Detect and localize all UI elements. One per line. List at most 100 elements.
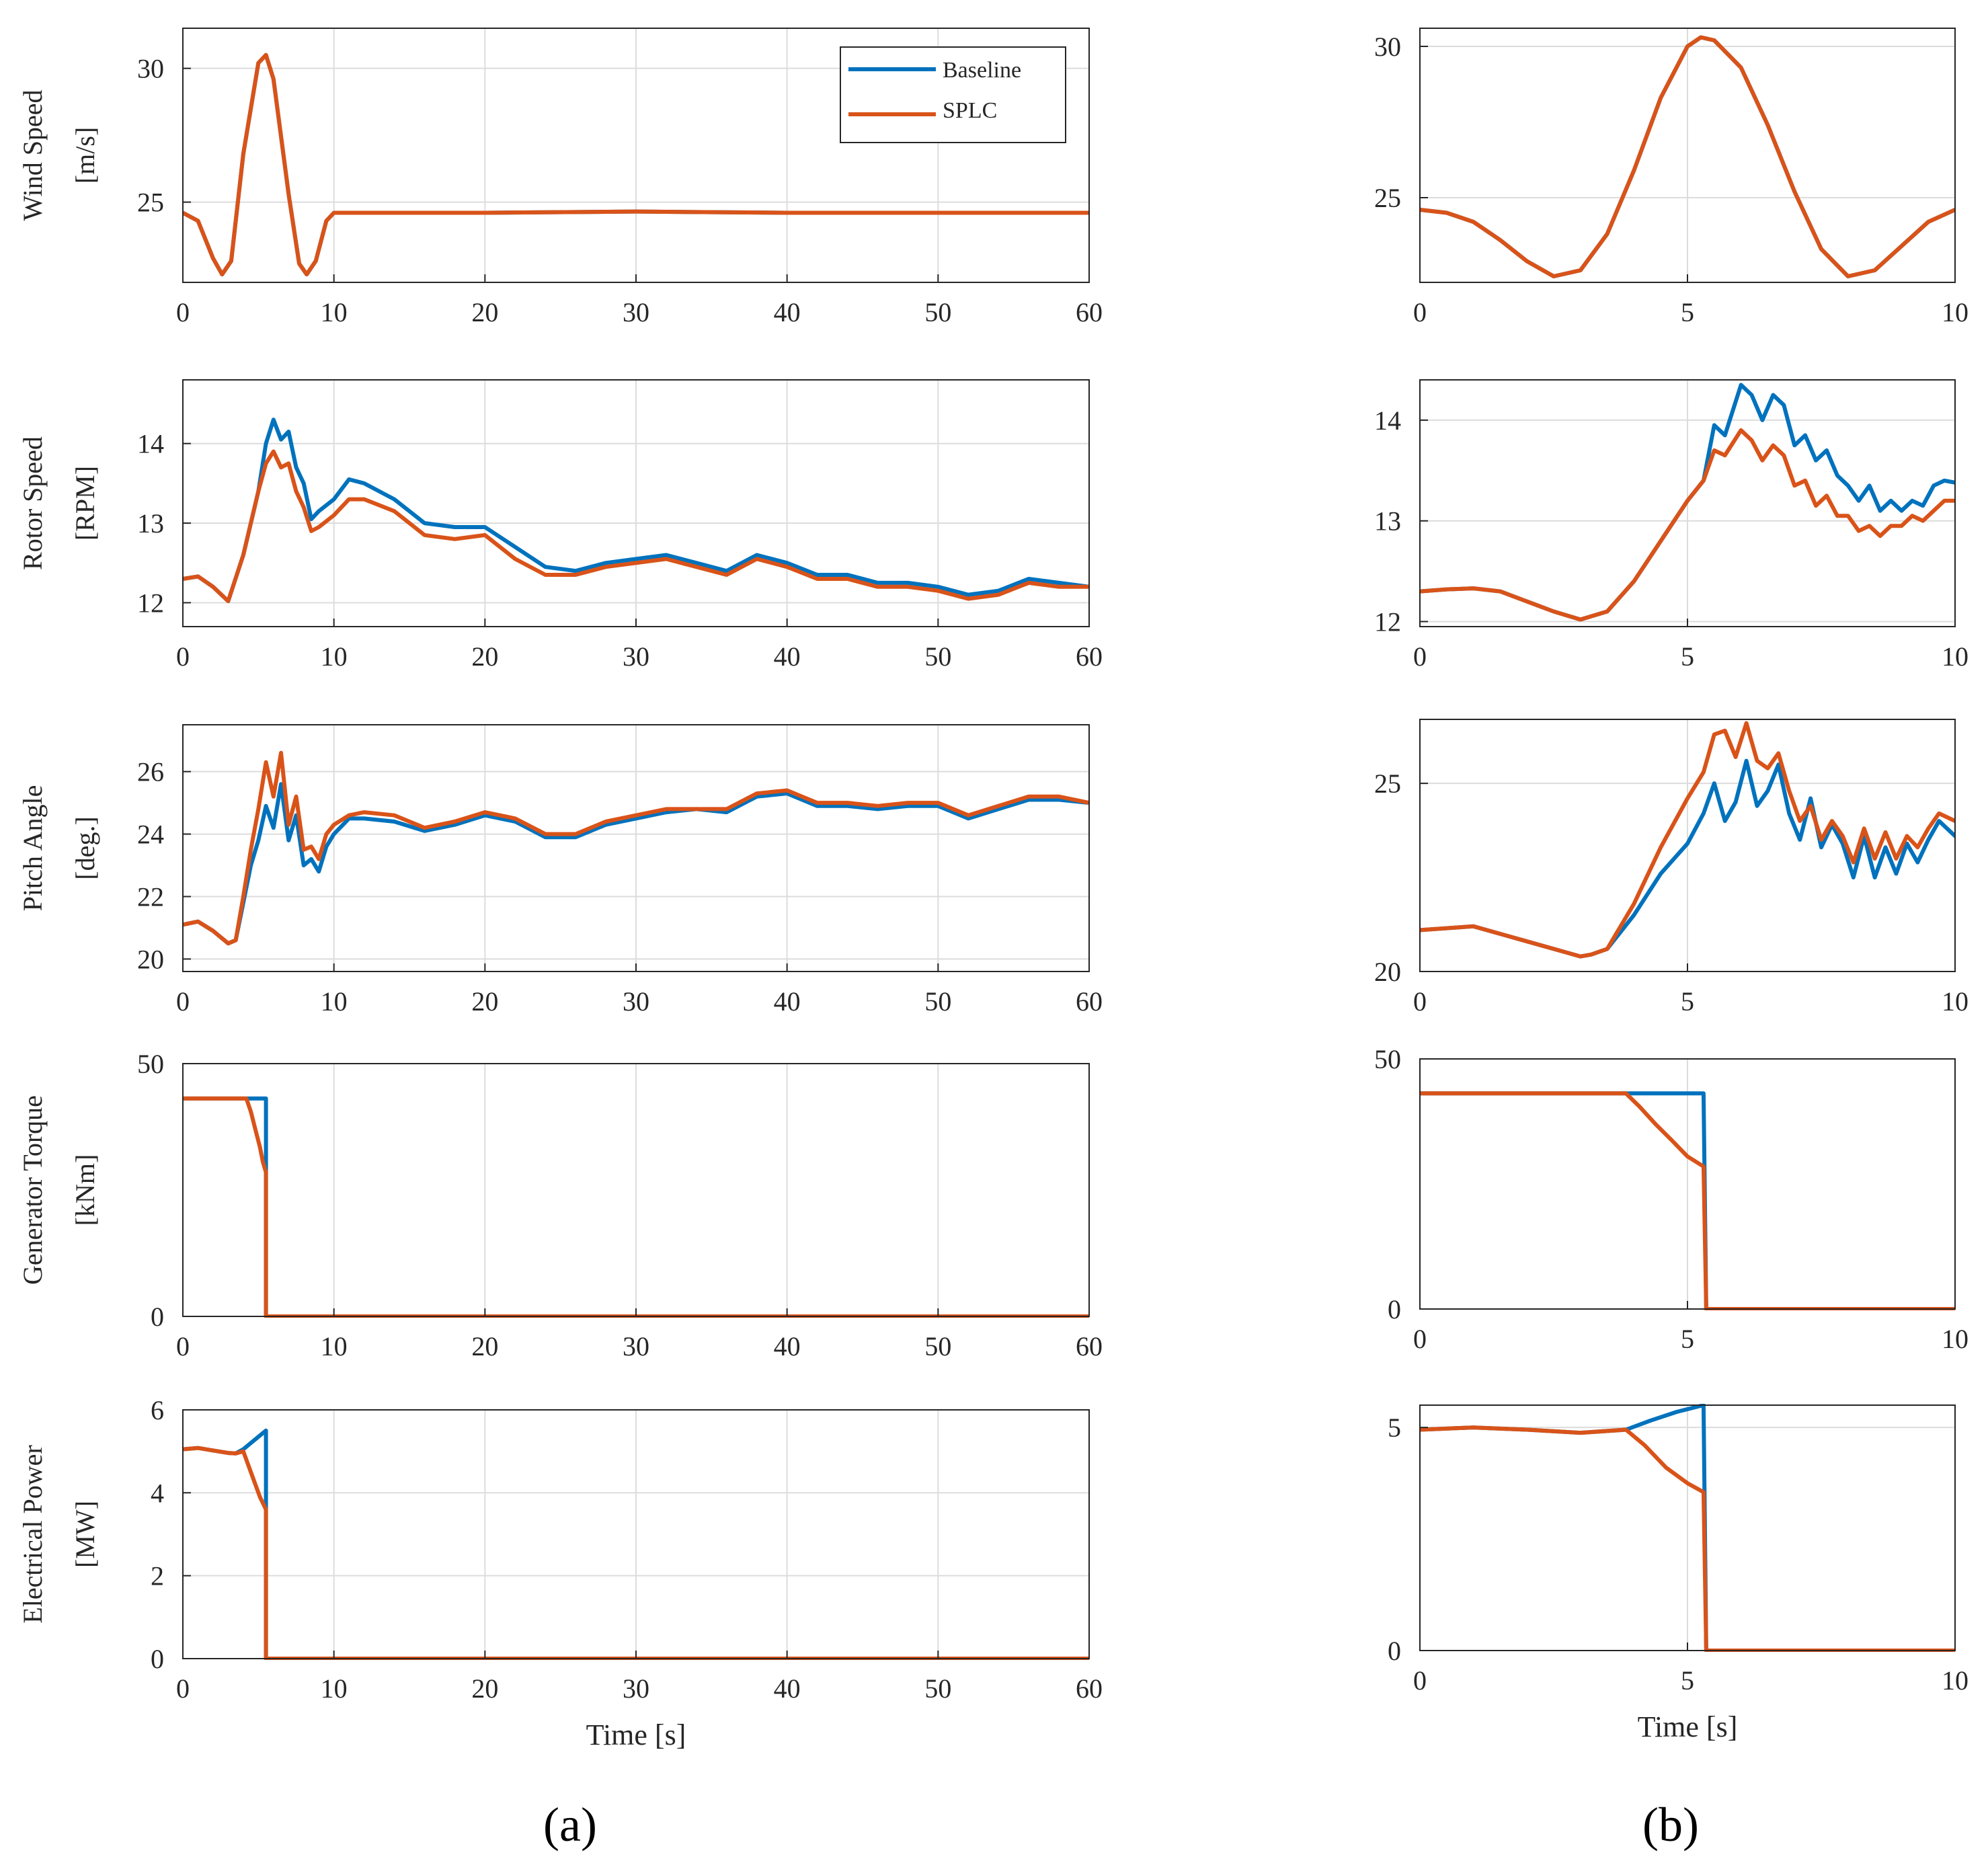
x-tick-label: 50	[924, 641, 951, 672]
y-tick-label: 22	[137, 882, 164, 912]
y-tick-label: 0	[1388, 1636, 1401, 1666]
x-tick-label: 30	[623, 1673, 649, 1704]
y-tick-label: 14	[137, 429, 164, 459]
y-tick-label: 4	[151, 1478, 164, 1508]
series-line-splc	[1420, 721, 1955, 959]
x-tick-label: 10	[1942, 1324, 1969, 1354]
x-tick-label: 30	[623, 1331, 649, 1361]
x-tick-label: 40	[774, 986, 801, 1017]
y-tick-label: 5	[1388, 1413, 1401, 1443]
y-tick-label: 2	[151, 1561, 164, 1591]
x-tick-label: 0	[1413, 1324, 1427, 1354]
x-tick-label: 50	[924, 986, 951, 1017]
x-tick-label: 10	[321, 297, 348, 327]
y-tick-label: 14	[1374, 405, 1401, 436]
x-tick-label: 30	[623, 986, 649, 1017]
x-tick-label: 5	[1681, 1324, 1694, 1354]
y-axis-unit: [m/s]	[70, 127, 100, 184]
x-tick-label: 5	[1681, 986, 1694, 1017]
x-tick-label: 40	[774, 297, 801, 327]
x-tick-label: 40	[774, 1331, 801, 1361]
y-tick-label: 13	[137, 508, 164, 539]
x-tick-label: 20	[471, 986, 498, 1017]
x-tick-label: 40	[774, 1673, 801, 1704]
x-tick-label: 5	[1681, 297, 1694, 327]
series-line-splc	[183, 1445, 1089, 1660]
x-axis-label: Time [s]	[1638, 1710, 1738, 1743]
x-tick-label: 10	[1942, 1665, 1969, 1696]
y-tick-label: 20	[137, 944, 164, 974]
x-tick-label: 10	[1942, 641, 1969, 672]
x-tick-label: 5	[1681, 1665, 1694, 1696]
y-tick-label: 13	[1374, 506, 1401, 537]
x-tick-label: 60	[1076, 1331, 1103, 1361]
y-tick-label: 26	[137, 757, 164, 787]
y-tick-label: 25	[1374, 768, 1401, 799]
x-tick-label: 50	[924, 1673, 951, 1704]
subplot-a-power: 0 10 20 30 40 50 60 0 2 4 6 Electrical Power [MW] Tim…	[17, 1395, 1103, 1751]
y-tick-label: 30	[137, 54, 164, 84]
x-tick-label: 30	[623, 641, 649, 672]
series-line-baseline	[183, 418, 1089, 604]
panel-label-a: (a)	[543, 1798, 597, 1852]
subplot-a-torque: 0 10 20 30 40 50 60 0 50 Generator Torque [kNm]	[17, 1049, 1103, 1361]
x-tick-label: 5	[1681, 641, 1694, 672]
series-line-splc	[1420, 428, 1955, 622]
x-tick-label: 0	[1413, 297, 1427, 327]
x-tick-label: 0	[1413, 1665, 1427, 1696]
y-tick-label: 12	[1374, 607, 1401, 637]
y-tick-label: 50	[137, 1049, 164, 1079]
y-tick-label: 6	[151, 1395, 164, 1425]
subplot-a-pitch: 0 10 20 30 40 50 60 20 22 24 26 Pitch Angle [deg.]	[17, 724, 1103, 1017]
series-line-splc	[1420, 1091, 1955, 1310]
series-line-splc	[183, 449, 1089, 604]
series-line-splc	[183, 750, 1089, 946]
legend-label-baseline: Baseline	[943, 58, 1021, 83]
x-tick-label: 50	[924, 1331, 951, 1361]
x-tick-label: 0	[176, 641, 190, 672]
x-tick-label: 10	[321, 1331, 348, 1361]
x-tick-label: 0	[176, 1331, 190, 1361]
x-tick-label: 20	[471, 1331, 498, 1361]
x-tick-label: 60	[1076, 1673, 1103, 1704]
x-tick-label: 30	[623, 297, 649, 327]
y-axis-label: Rotor Speed	[17, 436, 48, 570]
x-tick-label: 10	[321, 986, 348, 1017]
series-line-splc	[183, 1096, 1089, 1318]
y-axis-label: Generator Torque	[17, 1095, 48, 1285]
x-tick-label: 10	[321, 641, 348, 672]
y-axis-label: Pitch Angle	[17, 785, 48, 912]
y-tick-label: 24	[137, 820, 164, 850]
series-line-splc	[183, 52, 1089, 277]
x-tick-label: 10	[1942, 986, 1969, 1017]
y-axis-label: Electrical Power	[17, 1445, 48, 1623]
subplot-b-power: 0 5 10 0 5 Time [s]	[1388, 1404, 1969, 1743]
y-tick-label: 25	[137, 188, 164, 218]
y-tick-label: 0	[151, 1644, 164, 1674]
x-tick-label: 40	[774, 641, 801, 672]
x-tick-label: 20	[471, 641, 498, 672]
y-axis-unit: [deg.]	[70, 816, 100, 879]
x-tick-label: 0	[176, 986, 190, 1017]
panel-label-b: (b)	[1642, 1798, 1699, 1852]
x-tick-label: 0	[176, 1673, 190, 1704]
x-axis-label: Time [s]	[586, 1718, 686, 1751]
x-tick-label: 0	[1413, 641, 1427, 672]
x-tick-label: 10	[1942, 297, 1969, 327]
subplot-b-wind: 0 5 10 25 30	[1374, 28, 1969, 327]
subplot-b-torque: 0 5 10 0 50	[1374, 1044, 1969, 1354]
y-tick-label: 25	[1374, 183, 1401, 213]
series-line-splc	[1420, 1425, 1955, 1652]
x-tick-label: 60	[1076, 641, 1103, 672]
x-tick-label: 60	[1076, 297, 1103, 327]
x-tick-label: 50	[924, 297, 951, 327]
subplot-b-pitch: 0 5 10 20 25	[1374, 719, 1969, 1017]
series-line-splc	[1420, 35, 1955, 278]
series-line-baseline	[183, 782, 1089, 946]
y-axis-unit: [kNm]	[70, 1154, 100, 1226]
legend-label-splc: SPLC	[943, 98, 997, 123]
x-tick-label: 10	[321, 1673, 348, 1704]
legend: Baseline SPLC	[840, 46, 1066, 143]
y-tick-label: 0	[1388, 1294, 1401, 1324]
